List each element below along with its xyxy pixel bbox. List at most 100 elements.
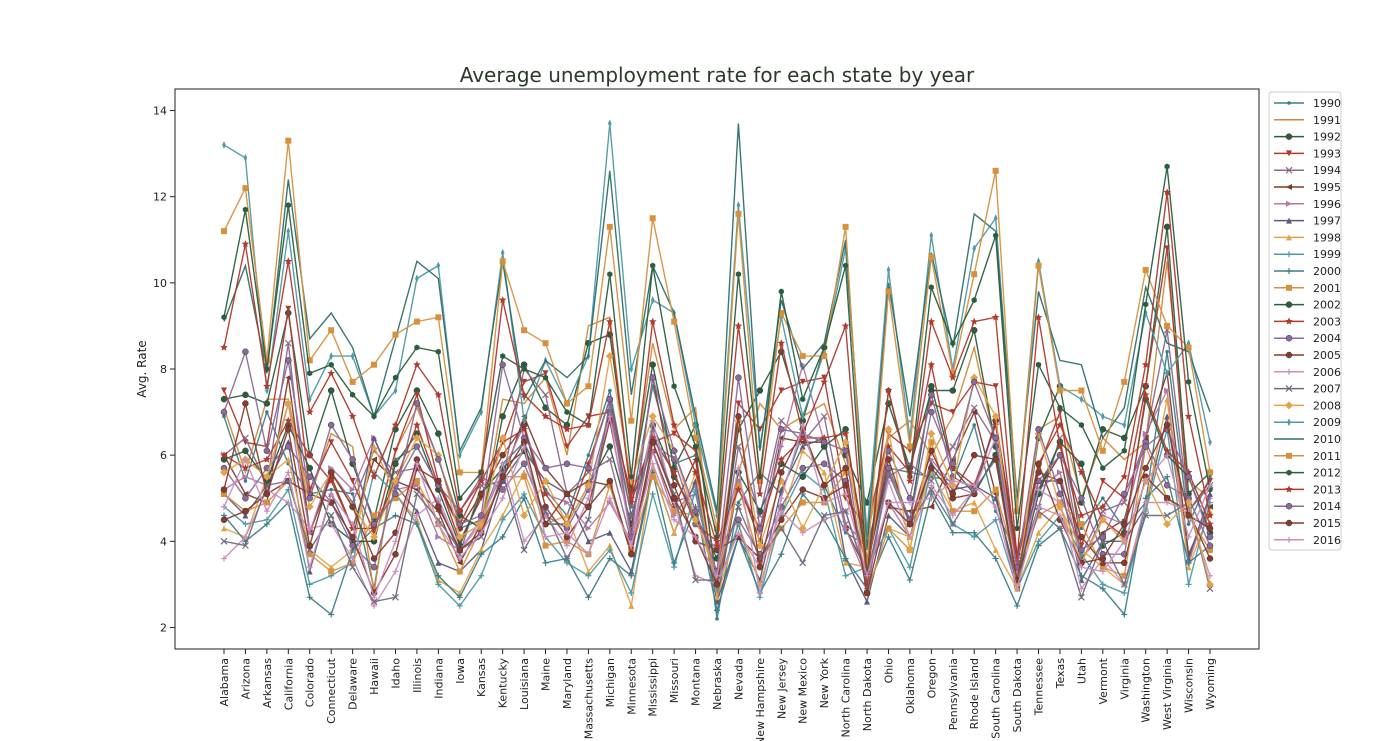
data-point	[435, 581, 442, 588]
data-point	[585, 572, 592, 579]
data-point	[628, 572, 635, 579]
legend-label: 1995	[1313, 181, 1341, 194]
data-point	[778, 288, 784, 295]
data-point	[327, 512, 335, 519]
data-point	[927, 429, 936, 438]
x-axis: Alabama Arizona Arkansas California Colorado…	[218, 649, 1217, 741]
data-point	[993, 232, 999, 239]
data-point	[1099, 447, 1106, 454]
data-point	[456, 469, 463, 476]
data-point	[392, 568, 399, 575]
data-point	[220, 486, 228, 493]
data-point	[949, 478, 956, 484]
data-point	[563, 555, 571, 562]
data-point	[263, 382, 271, 390]
data-point	[1035, 512, 1042, 519]
data-point	[498, 433, 507, 442]
data-point	[563, 542, 570, 549]
data-point	[1056, 387, 1063, 394]
legend-item: 2001	[1274, 282, 1341, 295]
data-point	[756, 563, 764, 571]
data-point	[777, 417, 785, 425]
data-point	[521, 443, 528, 450]
series-line	[223, 123, 1211, 550]
legend-item: 2004	[1274, 332, 1341, 345]
data-point	[906, 564, 913, 571]
data-point	[1056, 524, 1064, 532]
data-point	[349, 486, 356, 493]
data-point	[1056, 512, 1063, 519]
x-tick-label: Hawaii	[368, 658, 381, 695]
data-point	[734, 485, 743, 493]
data-point	[714, 594, 720, 601]
data-point	[842, 464, 849, 472]
data-point	[1142, 499, 1149, 506]
data-point	[606, 495, 613, 502]
data-point	[692, 447, 699, 454]
data-point	[715, 617, 719, 621]
data-point	[970, 451, 978, 459]
data-point	[606, 546, 613, 553]
data-point	[629, 365, 634, 373]
legend-label: 1996	[1313, 198, 1341, 211]
data-point	[242, 542, 249, 550]
data-point	[628, 542, 635, 549]
data-point	[413, 360, 421, 368]
data-point	[971, 409, 978, 416]
y-tick-label: 8	[160, 363, 167, 376]
data-point	[885, 499, 892, 506]
data-point	[885, 464, 892, 472]
data-point	[1286, 469, 1292, 476]
data-point	[821, 344, 827, 351]
legend-item: 2007	[1274, 383, 1341, 396]
data-point	[1286, 284, 1292, 291]
data-point	[499, 451, 506, 459]
data-point	[327, 369, 335, 377]
data-point	[520, 511, 529, 520]
data-point	[799, 499, 806, 506]
legend-label: 1999	[1313, 248, 1341, 261]
data-point	[886, 265, 891, 274]
data-point	[305, 408, 314, 416]
data-point	[842, 490, 849, 497]
data-point	[843, 262, 849, 269]
data-point	[285, 456, 292, 463]
data-point	[499, 258, 506, 265]
data-point	[456, 594, 463, 601]
data-point	[1056, 442, 1064, 450]
data-point	[820, 482, 828, 489]
data-point	[799, 439, 806, 446]
data-point	[563, 460, 571, 468]
data-point	[585, 594, 592, 601]
data-point	[949, 520, 957, 528]
data-point	[435, 503, 442, 511]
data-point	[1208, 474, 1212, 479]
data-point	[585, 538, 592, 545]
data-point	[991, 313, 1000, 321]
plot-area: 2 4 6 8 10 12 14 Alabama Arizona Arkansas Califor…	[153, 88, 1260, 741]
data-point	[499, 473, 506, 480]
data-point	[885, 512, 892, 519]
data-point	[263, 455, 271, 463]
data-point	[734, 321, 743, 330]
data-point	[628, 590, 635, 596]
data-point	[585, 525, 592, 532]
data-point	[1078, 460, 1085, 468]
data-point	[606, 555, 613, 562]
data-point	[542, 374, 549, 381]
data-point	[1078, 564, 1085, 571]
data-point	[391, 421, 400, 429]
data-point	[606, 456, 614, 463]
data-point	[349, 559, 356, 566]
data-point	[992, 167, 999, 174]
data-point	[1142, 464, 1149, 472]
data-point	[478, 551, 485, 558]
data-point	[1078, 572, 1085, 579]
legend-label: 2000	[1313, 265, 1341, 278]
data-point	[735, 413, 742, 420]
data-point	[1207, 482, 1213, 489]
data-point	[285, 469, 292, 476]
data-point	[777, 339, 786, 347]
data-point	[563, 529, 570, 536]
